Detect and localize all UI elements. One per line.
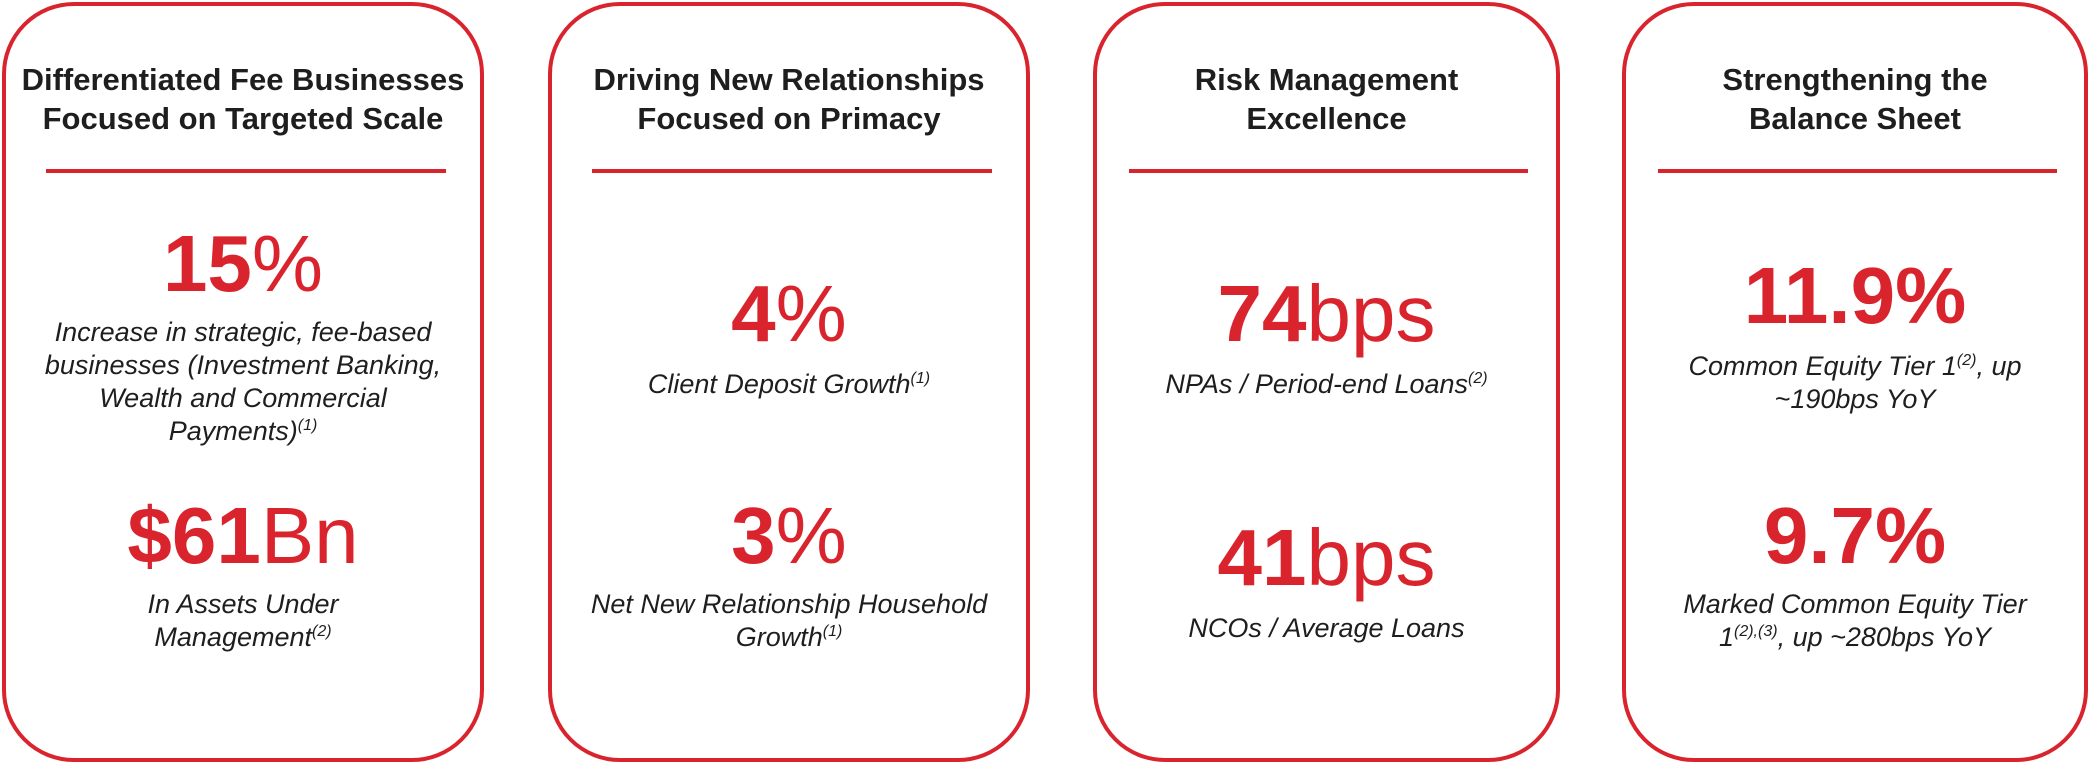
metric-desc-text: Common Equity Tier 1 [1688,351,1957,381]
metric-number: 41 [1217,513,1307,602]
card-title-line-1: Risk Management [1194,62,1459,97]
metric-unit: % [251,219,324,308]
metric-unit: bps [1306,269,1436,358]
metric-desc-suffix: , up ~190bps YoY [1774,351,2022,414]
metric-number: 74 [1217,269,1307,358]
card-title-line-2: Focused on Targeted Scale [42,101,444,136]
divider [46,169,446,173]
card-title-line-1: Driving New Relationships [593,62,985,97]
footnote-ref: (2) [312,623,332,640]
metric-value: $61Bn [6,496,480,576]
metric-value: 9.7% [1626,496,2084,576]
card-title: Driving New Relationships Focused on Pri… [552,60,1026,138]
footnote-ref: (2) [1468,370,1488,387]
card-risk-management: Risk Management Excellence 74bps NPAs / … [1093,2,1560,762]
metric-number: 3 [731,491,776,580]
metric-desc: NCOs / Average Loans [1107,612,1547,645]
footnote-ref: (2),(3) [1734,623,1778,640]
footnote-ref: (1) [822,623,843,640]
footnote-ref: (1) [297,417,318,434]
divider [1658,169,2057,173]
card-balance-sheet: Strengthening the Balance Sheet 11.9% Co… [1622,2,2088,762]
metric-unit: % [775,269,847,358]
card-title-line-1: Strengthening the [1722,62,1988,97]
metric-number: 11.9% [1743,251,1967,340]
metric-desc-text: NCOs / Average Loans [1188,613,1465,643]
card-fee-businesses: Differentiated Fee Businesses Focused on… [2,2,484,762]
metric-desc-text: Increase in strategic, fee-based busines… [44,317,442,446]
card-title-line-1: Differentiated Fee Businesses [21,62,465,97]
metric-marked-cet1: 9.7% Marked Common Equity Tier 1(2),(3),… [1626,496,2084,654]
metric-number: 9.7% [1763,491,1947,580]
metric-desc: Client Deposit Growth(1) [569,368,1009,401]
metric-fee-growth: 15% Increase in strategic, fee-based bus… [6,224,480,448]
metric-desc-suffix: , up ~280bps YoY [1777,622,1992,652]
metric-desc-text: Client Deposit Growth [647,369,911,399]
card-title: Differentiated Fee Businesses Focused on… [6,60,480,138]
metric-ncos: 41bps NCOs / Average Loans [1097,518,1556,645]
metric-desc-text: In Assets Under Management [147,589,339,652]
card-title: Strengthening the Balance Sheet [1626,60,2084,138]
metric-value: 41bps [1097,518,1556,598]
divider [592,169,992,173]
metric-household-growth: 3% Net New Relationship Household Growth… [552,496,1026,654]
card-title-line-2: Focused on Primacy [637,101,941,136]
metric-desc-text: NPAs / Period-end Loans [1165,369,1469,399]
metric-deposit-growth: 4% Client Deposit Growth(1) [552,274,1026,401]
metric-desc: NPAs / Period-end Loans(2) [1107,368,1547,401]
metric-desc: Common Equity Tier 1(2), up ~190bps YoY [1665,350,2045,416]
metric-npas: 74bps NPAs / Period-end Loans(2) [1097,274,1556,401]
metric-desc: In Assets Under Management(2) [113,588,373,654]
metric-desc: Net New Relationship Household Growth(1) [574,588,1004,654]
footnote-ref: (2) [1956,352,1977,369]
metric-number: 4 [731,269,776,358]
metric-unit: % [775,491,847,580]
metric-value: 11.9% [1626,256,2084,336]
metric-desc-text: Net New Relationship Household Growth [590,589,988,652]
metric-number: 15 [162,219,252,308]
metric-cet1: 11.9% Common Equity Tier 1(2), up ~190bp… [1626,256,2084,416]
metric-aum: $61Bn In Assets Under Management(2) [6,496,480,654]
metric-desc: Marked Common Equity Tier 1(2),(3), up ~… [1675,588,2035,654]
metric-value: 74bps [1097,274,1556,354]
metric-value: 15% [6,224,480,304]
divider [1129,169,1528,173]
metric-desc: Increase in strategic, fee-based busines… [33,316,453,448]
metric-value: 4% [552,274,1026,354]
card-new-relationships: Driving New Relationships Focused on Pri… [548,2,1030,762]
card-title-line-2: Balance Sheet [1749,101,1961,136]
card-title-line-2: Excellence [1246,101,1407,136]
card-title: Risk Management Excellence [1097,60,1556,138]
metric-number: $61 [127,491,261,580]
footnote-ref: (1) [910,370,931,387]
metric-unit: bps [1306,513,1436,602]
metric-value: 3% [552,496,1026,576]
metric-desc-text: Marked Common Equity Tier 1 [1683,589,2027,652]
metric-unit: Bn [260,491,359,580]
